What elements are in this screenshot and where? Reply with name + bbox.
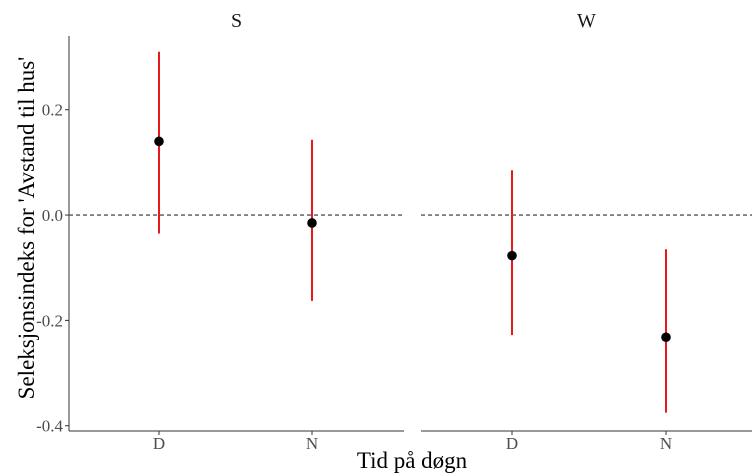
x-axis-label: Tid på døgn [357, 448, 468, 473]
panel-s: S D N [65, 10, 404, 453]
y-tick-label-2: -0.2 [36, 311, 63, 330]
panels: S D N W D N [65, 10, 752, 453]
panel-title-w: W [577, 10, 596, 32]
x-tick-label-s-n: N [306, 434, 318, 453]
y-tick-labels: 0.2 0.0 -0.2 -0.4 [36, 101, 63, 436]
y-axis-label: Seleksjonsindeks for 'Avstand til hus' [14, 57, 39, 400]
x-tick-label-s-d: D [153, 434, 165, 453]
panel-title-s: S [231, 10, 242, 32]
x-tick-label-w-n: N [660, 434, 672, 453]
data-point-w-d [507, 250, 517, 261]
data-point-s-n [307, 218, 317, 228]
y-tick-label-1: 0.0 [42, 206, 63, 225]
panel-w: W D N [421, 10, 752, 453]
x-tick-label-w-d: D [506, 434, 518, 453]
data-point-w-n [661, 332, 671, 343]
y-tick-label-3: -0.4 [36, 417, 63, 436]
y-tick-label-0: 0.2 [42, 101, 63, 120]
data-point-s-d [154, 136, 164, 147]
